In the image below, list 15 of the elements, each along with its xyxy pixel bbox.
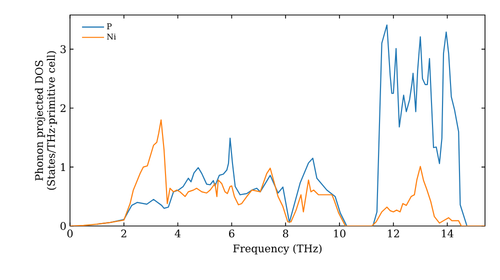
x-tick-label: 4 xyxy=(174,230,181,238)
x-tick-label: 0 xyxy=(67,230,73,238)
x-axis-title: Frequency (THz) xyxy=(233,244,322,255)
y-tick-label: 3 xyxy=(60,45,66,54)
x-tick-label: 8 xyxy=(282,230,288,238)
y-tick-label: 2 xyxy=(60,104,66,112)
x-tick-label: 2 xyxy=(121,230,126,238)
x-tick-label: 14 xyxy=(442,230,454,238)
line-series xyxy=(70,119,486,226)
y-tick-label: 1 xyxy=(61,163,66,171)
x-tick-label: 12 xyxy=(388,230,400,238)
x-tick-label: 10 xyxy=(334,230,346,238)
y-tick-label: 0 xyxy=(60,222,66,230)
x-tick-label: 6 xyxy=(229,230,234,238)
y-axis-title: Phonon projected DOS (States/THz·primitive cell) xyxy=(34,51,57,190)
